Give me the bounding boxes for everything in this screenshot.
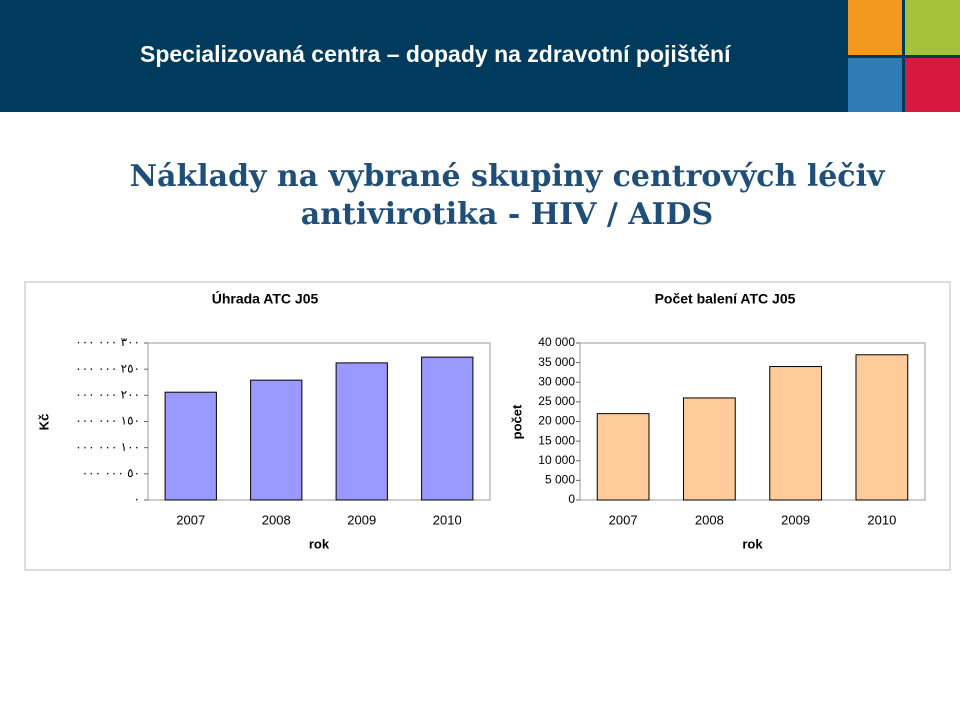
- y-tick-label: 10 000: [538, 453, 575, 467]
- y-tick-label: ٣٠٠ ٠٠٠ ٠٠٠: [75, 335, 140, 349]
- y-tick-label: 0: [568, 492, 575, 506]
- bar: [596, 413, 650, 501]
- deco: [905, 0, 960, 55]
- y-tick-label: 35 000: [538, 355, 575, 369]
- deco: [848, 0, 902, 55]
- bar: [683, 397, 736, 501]
- x-tick-label: 2010: [867, 512, 896, 527]
- x-tick-label: 2007: [609, 512, 638, 527]
- slide-title: Specializovaná centra – dopady na zdravo…: [140, 41, 732, 67]
- chart-title: Úhrada ATC J05: [212, 290, 319, 307]
- x-axis-title: rok: [309, 536, 330, 551]
- x-tick-label: 2008: [695, 512, 724, 527]
- x-tick-label: 2010: [433, 512, 462, 527]
- header-band: [0, 0, 960, 112]
- x-axis-title: rok: [742, 536, 763, 551]
- y-tick-label: 40 000: [538, 335, 575, 349]
- bar: [421, 356, 474, 501]
- y-axis-title: Kč: [36, 414, 51, 431]
- chart-title: Počet balení ATC J05: [655, 291, 796, 307]
- bar: [855, 354, 909, 501]
- y-tick-label: 25 000: [538, 394, 575, 408]
- y-tick-label: ٢٥٠ ٠٠٠ ٠٠٠: [75, 361, 140, 375]
- bar: [164, 391, 217, 501]
- y-tick-label: ٠: [134, 492, 140, 506]
- y-tick-label: 5 000: [545, 473, 575, 487]
- y-tick-label: ١٥٠ ٠٠٠ ٠٠٠: [75, 414, 140, 428]
- x-tick-label: 2009: [781, 512, 810, 527]
- x-tick-label: 2007: [176, 512, 205, 527]
- y-axis-title: počet: [509, 404, 524, 439]
- bar: [250, 379, 303, 501]
- y-tick-label: ٥٠ ٠٠٠ ٠٠٠: [82, 466, 140, 480]
- x-tick-label: 2009: [347, 512, 376, 527]
- heading: antivirotika - HIV / AIDS: [301, 197, 713, 232]
- bar: [769, 366, 822, 501]
- deco: [905, 58, 960, 112]
- y-tick-label: 15 000: [538, 433, 575, 447]
- heading: Náklady na vybrané skupiny centrových lé…: [130, 159, 886, 194]
- y-tick-label: 20 000: [538, 414, 575, 428]
- x-tick-label: 2008: [262, 512, 291, 527]
- y-tick-label: ١٠٠ ٠٠٠ ٠٠٠: [75, 440, 140, 454]
- deco: [848, 58, 902, 112]
- bar: [335, 362, 388, 501]
- y-tick-label: 30 000: [538, 374, 575, 388]
- y-tick-label: ٢٠٠ ٠٠٠ ٠٠٠: [75, 388, 140, 402]
